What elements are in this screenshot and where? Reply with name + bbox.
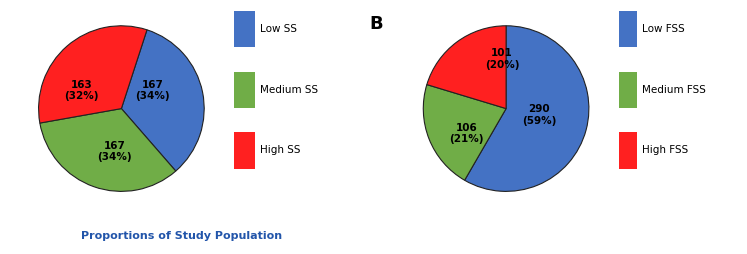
Text: Proportions of Study Population: Proportions of Study Population bbox=[81, 231, 282, 241]
Wedge shape bbox=[40, 109, 176, 191]
Text: Figure 1: Figure 1 bbox=[11, 231, 60, 241]
Wedge shape bbox=[121, 30, 204, 171]
Wedge shape bbox=[427, 26, 506, 109]
Text: 106
(21%): 106 (21%) bbox=[449, 123, 483, 144]
Wedge shape bbox=[39, 26, 147, 123]
Text: 290
(59%): 290 (59%) bbox=[522, 104, 557, 126]
Text: Medium FSS: Medium FSS bbox=[642, 85, 707, 95]
Bar bbox=[234, 132, 255, 169]
Text: High SS: High SS bbox=[260, 146, 301, 155]
Text: 167
(34%): 167 (34%) bbox=[97, 141, 132, 163]
Wedge shape bbox=[465, 26, 589, 191]
Bar bbox=[619, 11, 637, 47]
Text: B: B bbox=[370, 15, 383, 34]
Wedge shape bbox=[424, 85, 506, 180]
Bar bbox=[234, 11, 255, 47]
Text: 101
(20%): 101 (20%) bbox=[485, 48, 519, 70]
Text: Medium SS: Medium SS bbox=[260, 85, 318, 95]
Bar bbox=[619, 72, 637, 108]
Bar bbox=[619, 132, 637, 169]
Text: Low FSS: Low FSS bbox=[642, 24, 685, 34]
Text: 167
(34%): 167 (34%) bbox=[135, 80, 170, 101]
Bar bbox=[234, 72, 255, 108]
Text: Low SS: Low SS bbox=[260, 24, 297, 34]
Text: High FSS: High FSS bbox=[642, 146, 689, 155]
Text: 163
(32%): 163 (32%) bbox=[64, 80, 99, 101]
